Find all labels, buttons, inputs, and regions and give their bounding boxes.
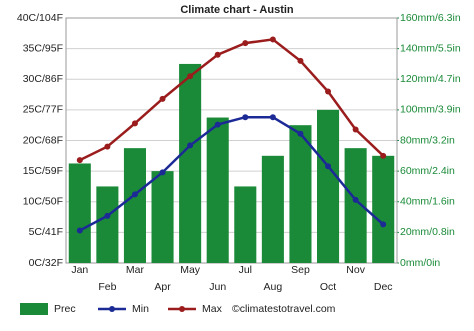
y2-tick-label: 0mm/0in <box>400 257 440 269</box>
y-tick-label: 0C/32F <box>29 257 63 269</box>
point <box>325 163 332 170</box>
y-tick-label: 20C/68F <box>23 134 63 146</box>
x-tick-label: Jan <box>71 264 88 276</box>
y-tick-label: 5C/41F <box>29 226 63 238</box>
y2-tick-label: 20mm/0.8in <box>400 226 455 238</box>
x-tick-label: Feb <box>98 281 116 293</box>
x-tick-label: Oct <box>320 281 336 293</box>
point <box>352 126 359 133</box>
point <box>131 120 138 127</box>
point <box>297 57 304 64</box>
y-tick-label: 30C/86F <box>23 73 63 85</box>
point <box>380 221 387 228</box>
point <box>76 157 83 164</box>
y2-tick-label: 60mm/2.4in <box>400 165 455 177</box>
x-tick-label: Mar <box>126 264 145 276</box>
x-tick-label: Apr <box>154 281 171 293</box>
x-tick-label: Sep <box>291 264 310 276</box>
y2-tick-label: 40mm/1.6in <box>400 196 455 208</box>
bar <box>96 186 119 263</box>
chart-title: Climate chart - Austin <box>180 4 294 16</box>
y-tick-label: 35C/95F <box>23 42 63 54</box>
bar <box>123 148 146 263</box>
y2-tick-label: 120mm/4.7in <box>400 73 461 85</box>
point <box>104 212 111 219</box>
legend-label: Prec <box>54 303 76 315</box>
bar <box>344 148 367 263</box>
point <box>76 227 83 234</box>
bar <box>179 63 202 263</box>
point <box>187 73 194 80</box>
y-tick-label: 25C/77F <box>23 104 63 116</box>
point <box>269 114 276 121</box>
source: ©climatestotravel.com <box>232 303 336 315</box>
x-tick-label: Aug <box>264 281 283 293</box>
legend-swatch <box>20 303 48 315</box>
point <box>352 196 359 203</box>
legend-swatch <box>109 306 115 312</box>
bar <box>261 155 284 263</box>
y2-tick-label: 160mm/6.3in <box>400 12 461 24</box>
y2-tick-label: 80mm/3.2in <box>400 134 455 146</box>
x-tick-label: May <box>180 264 201 276</box>
y2-tick-label: 100mm/3.9in <box>400 104 461 116</box>
point <box>159 95 166 102</box>
point <box>297 130 304 137</box>
bar <box>289 125 312 263</box>
x-tick-label: Dec <box>374 281 393 293</box>
x-tick-label: Jul <box>239 264 252 276</box>
point <box>214 121 221 128</box>
point <box>242 114 249 121</box>
plot-frame <box>65 17 398 264</box>
legend-label: Max <box>202 303 223 315</box>
bar <box>151 171 174 263</box>
bar <box>372 155 395 263</box>
bar <box>68 163 91 263</box>
point <box>159 169 166 176</box>
line <box>79 115 385 232</box>
point <box>131 191 138 198</box>
point <box>187 142 194 149</box>
y-tick-label: 15C/59F <box>23 165 63 177</box>
x-tick-label: Jun <box>209 281 226 293</box>
bar <box>206 117 229 263</box>
x-tick-label: Nov <box>346 264 365 276</box>
point <box>269 36 276 43</box>
point <box>214 51 221 58</box>
y-tick-label: 40C/104F <box>17 12 63 24</box>
line <box>79 38 385 162</box>
y-tick-label: 10C/50F <box>23 196 63 208</box>
bar <box>234 186 257 263</box>
point <box>380 152 387 159</box>
legend-swatch <box>179 306 185 312</box>
bar <box>317 109 340 263</box>
legend-label: Min <box>132 303 149 315</box>
point <box>325 88 332 95</box>
point <box>104 143 111 150</box>
y2-tick-label: 140mm/5.5in <box>400 42 461 54</box>
point <box>242 40 249 47</box>
